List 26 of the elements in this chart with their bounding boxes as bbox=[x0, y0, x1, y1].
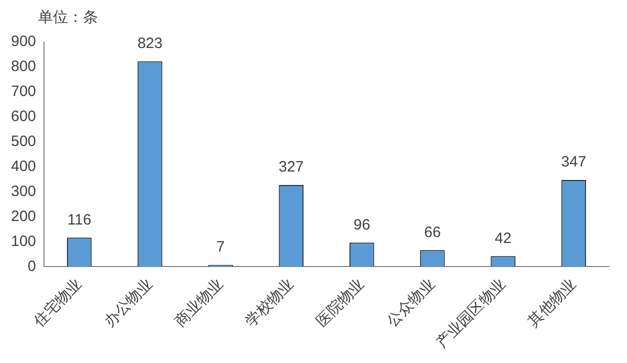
y-tick-label: 200 bbox=[10, 208, 36, 225]
y-tick-label: 500 bbox=[10, 132, 36, 150]
x-tick-label: 其他物业 bbox=[525, 276, 580, 330]
data-label: 66 bbox=[424, 224, 441, 241]
y-tick-label: 100 bbox=[10, 232, 36, 250]
data-label: 327 bbox=[278, 158, 304, 176]
x-tick-label: 商业物业 bbox=[172, 276, 226, 330]
y-tick-label: 400 bbox=[10, 158, 36, 175]
y-axis-title: 单位：条 bbox=[38, 8, 98, 27]
data-label: 96 bbox=[353, 216, 370, 234]
data-label: 7 bbox=[216, 238, 225, 256]
y-tick-label: 700 bbox=[10, 83, 36, 100]
y-tick-label: 300 bbox=[10, 182, 36, 200]
y-tick-label: 0 bbox=[28, 258, 36, 275]
x-tick-label: 医院物业 bbox=[313, 276, 368, 330]
data-label: 116 bbox=[67, 211, 92, 228]
data-label: 823 bbox=[137, 34, 162, 52]
data-label: 42 bbox=[494, 230, 512, 247]
y-tick-label: 900 bbox=[10, 33, 36, 50]
x-tick-label: 办公物业 bbox=[101, 276, 156, 330]
x-tick-label: 公众物业 bbox=[384, 276, 438, 330]
x-tick-label: 学校物业 bbox=[242, 276, 297, 330]
y-tick-label: 800 bbox=[10, 58, 36, 76]
x-tick-label: 住宅物业 bbox=[30, 276, 86, 331]
data-label: 347 bbox=[561, 154, 586, 171]
y-tick-label: 600 bbox=[10, 108, 36, 126]
